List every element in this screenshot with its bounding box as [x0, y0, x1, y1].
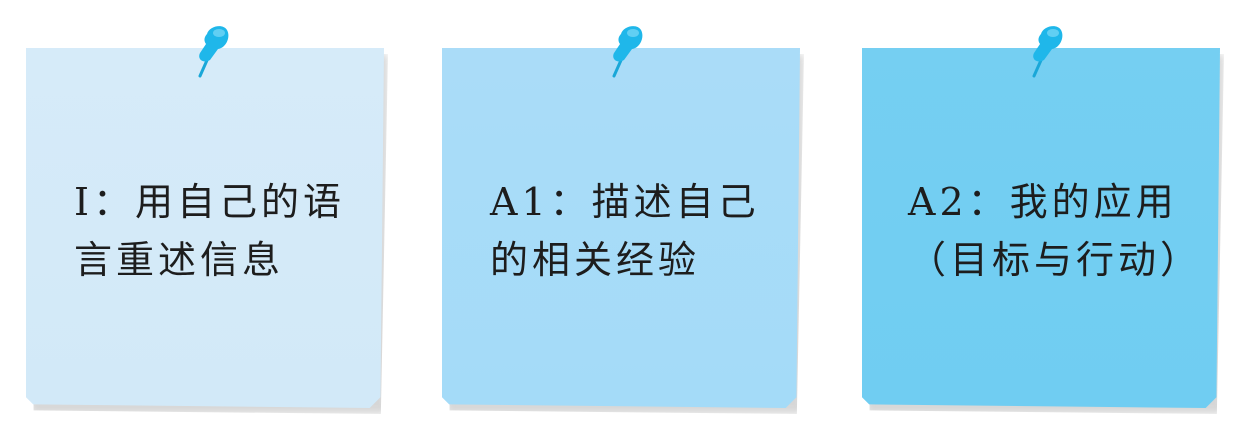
sticky-note-a1: A1：描述自己 的相关经验: [442, 26, 804, 414]
pushpin-icon: [612, 26, 643, 78]
note-text: I：用自己的语 言重述信息: [74, 173, 354, 289]
note-text: A1：描述自己 的相关经验: [490, 173, 770, 289]
note-paper: [862, 48, 1220, 408]
note-text-line-1: A1：描述自己: [490, 180, 760, 224]
note-paper: [442, 48, 800, 408]
note-text: A2：我的应用 （目标与行动）: [908, 173, 1203, 289]
note-text-line-2: 言重述信息: [74, 238, 285, 282]
note-text-line-1: A2：我的应用: [908, 180, 1178, 224]
sticky-note-a2: A2：我的应用 （目标与行动）: [862, 26, 1224, 414]
note-text-line-2: 的相关经验: [490, 238, 701, 282]
sticky-note-i: I：用自己的语 言重述信息: [26, 26, 388, 414]
note-paper: [26, 48, 384, 408]
pushpin-icon: [1032, 26, 1063, 78]
note-text-line-2: （目标与行动）: [908, 238, 1203, 282]
note-text-line-1: I：用自己的语: [74, 180, 346, 224]
pushpin-icon: [198, 26, 229, 78]
